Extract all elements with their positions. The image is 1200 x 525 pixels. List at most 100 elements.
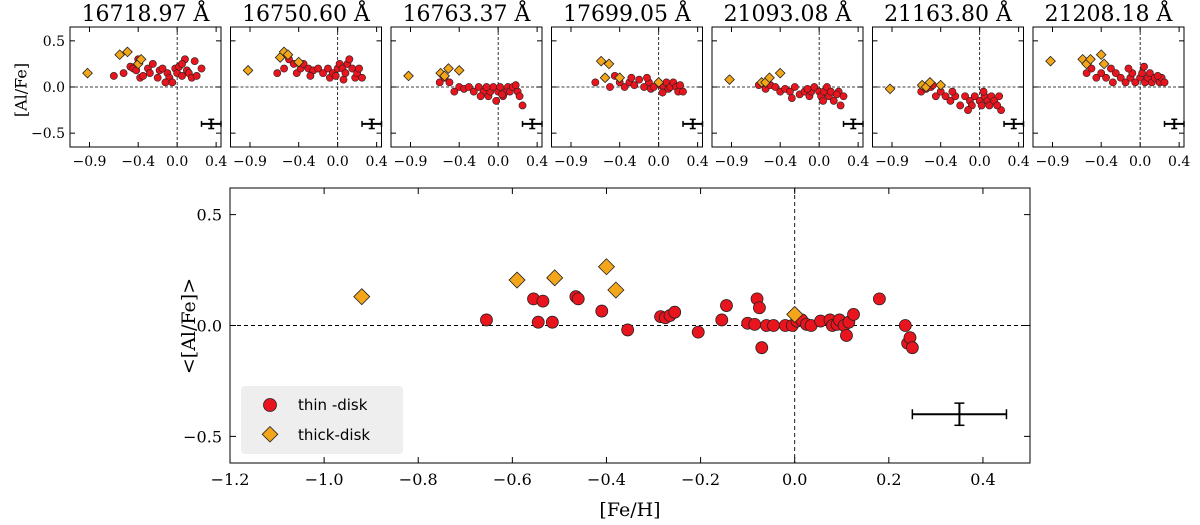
error-bar: [1163, 118, 1185, 130]
thin-disk-point: [1160, 78, 1169, 87]
panel-title: 16763.37 Å: [403, 0, 532, 27]
thin-disk-point: [956, 101, 965, 110]
x-tick-label: 0.0: [166, 154, 188, 170]
thin-disk-point: [995, 92, 1004, 101]
thick-disk-point: [614, 72, 626, 84]
main-y-tick-label: 0.0: [197, 317, 222, 336]
main-thin-disk-point: [905, 341, 919, 355]
thick-disk-point: [595, 55, 607, 67]
thin-disk-point: [964, 106, 972, 114]
main-thin-disk-point: [691, 325, 705, 339]
thick-disk-point: [443, 63, 454, 74]
main-thick-disk-point: [786, 305, 804, 323]
x-tick-label: −0.9: [72, 154, 106, 170]
main-thin-disk-point: [753, 301, 766, 315]
thin-disk-point: [970, 92, 979, 101]
thick-disk-point: [924, 77, 936, 88]
panel-1: 16718.97 Å −0.9 −0.4 0.0 0.4 0.5 0.0 −0.5: [31, 0, 227, 170]
thin-disk-point: [676, 81, 684, 90]
main-thick-disk-point: [546, 269, 564, 287]
main-error-bar: [911, 402, 1008, 427]
thin-disk-point: [306, 72, 315, 80]
main-thin-disk-point: [840, 329, 853, 342]
thin-disk-point: [1107, 64, 1115, 73]
main-thin-disk-point: [595, 304, 609, 318]
thin-disk-point: [496, 83, 505, 91]
legend-thick-label: thick-disk: [298, 426, 370, 444]
main-panel: −1.2 −1.0 −0.8 −0.6 −0.4 −0.2 0.0 0.2 0.4 0.5 0.0 −…: [183, 187, 1031, 489]
main-thin-disk-point: [720, 299, 733, 312]
y-tick-label: 0.0: [43, 80, 65, 96]
legend-box: [241, 386, 403, 454]
thick-disk-point: [1085, 53, 1096, 65]
thin-disk-point: [931, 92, 940, 101]
thin-disk-point: [829, 96, 838, 105]
thin-disk-point: [345, 55, 354, 64]
x-tick-label: −0.9: [714, 154, 748, 170]
x-tick-label: 0.0: [969, 154, 991, 170]
x-tick-label: 0.0: [648, 154, 670, 170]
thick-disk-point: [724, 74, 735, 85]
main-x-tick-label: −0.2: [681, 470, 720, 489]
thin-disk-point: [1131, 78, 1140, 87]
thick-disk-point: [242, 65, 254, 76]
main-thin-disk-point: [898, 319, 912, 332]
x-tick-label: −0.4: [763, 154, 797, 170]
thick-disk-point: [603, 58, 615, 70]
x-tick-label: −0.4: [1084, 154, 1118, 170]
thick-disk-point: [114, 49, 126, 61]
thick-disk-point: [774, 67, 786, 79]
x-tick-label: 0.0: [1129, 154, 1151, 170]
panel-title: 16750.60 Å: [242, 0, 371, 27]
thin-disk-point: [819, 96, 827, 105]
thin-disk-point: [474, 83, 483, 91]
thin-disk-point: [839, 92, 848, 101]
thin-disk-point: [314, 64, 323, 73]
thin-disk-point: [1108, 78, 1117, 87]
main-thin-disk-point: [571, 292, 585, 306]
main-y-tick-label: −0.5: [183, 427, 222, 446]
x-tick-label: −0.4: [282, 154, 316, 170]
x-tick-label: −0.4: [603, 154, 637, 170]
thin-disk-point: [192, 72, 201, 80]
thin-disk-point: [515, 92, 524, 101]
x-tick-label: −0.9: [233, 154, 267, 170]
thick-disk-point: [439, 70, 450, 82]
thin-disk-point: [190, 57, 199, 66]
thin-disk-point: [948, 87, 957, 96]
panel-title: 21163.80 Å: [884, 0, 1013, 27]
main-thin-disk-point: [536, 294, 550, 308]
thin-disk-point: [1153, 72, 1162, 80]
thin-disk-point: [465, 83, 473, 91]
main-x-tick-label: 0.4: [970, 470, 995, 489]
thin-disk-point: [1138, 69, 1147, 78]
thin-disk-point: [476, 92, 485, 101]
thick-disk-point: [122, 46, 133, 58]
thin-disk-point: [511, 81, 520, 90]
x-tick-label: −0.9: [393, 154, 427, 170]
panel-title: 17699.05 Å: [563, 0, 692, 27]
x-tick-label: 0.4: [1168, 154, 1190, 170]
x-tick-label: 0.4: [526, 154, 548, 170]
error-bar: [521, 118, 543, 130]
x-tick-label: −0.4: [121, 154, 155, 170]
thin-disk-point: [161, 78, 170, 87]
thick-disk-point: [1045, 55, 1056, 67]
thin-disk-point: [139, 72, 147, 80]
thick-disk-point: [82, 67, 93, 79]
main-thin-disk-point: [621, 323, 635, 337]
main-thin-disk-point: [748, 317, 762, 331]
main-x-tick-label: −0.8: [399, 470, 438, 489]
main-y-axis-label: <[Al/Fe]>: [178, 278, 200, 374]
x-tick-label: 0.4: [205, 154, 227, 170]
thin-disk-point: [961, 92, 969, 101]
error-bar: [361, 118, 383, 130]
legend-thin-marker: [263, 398, 277, 412]
main-thick-disk-point: [353, 288, 371, 306]
thick-disk-point: [403, 70, 414, 82]
thin-disk-point: [946, 96, 955, 105]
thin-disk-point: [790, 83, 799, 91]
legend: thin -disk thick-disk: [241, 386, 403, 454]
panel-6: 21163.80 Å −0.9 −0.4 0.0 0.4: [872, 0, 1030, 170]
